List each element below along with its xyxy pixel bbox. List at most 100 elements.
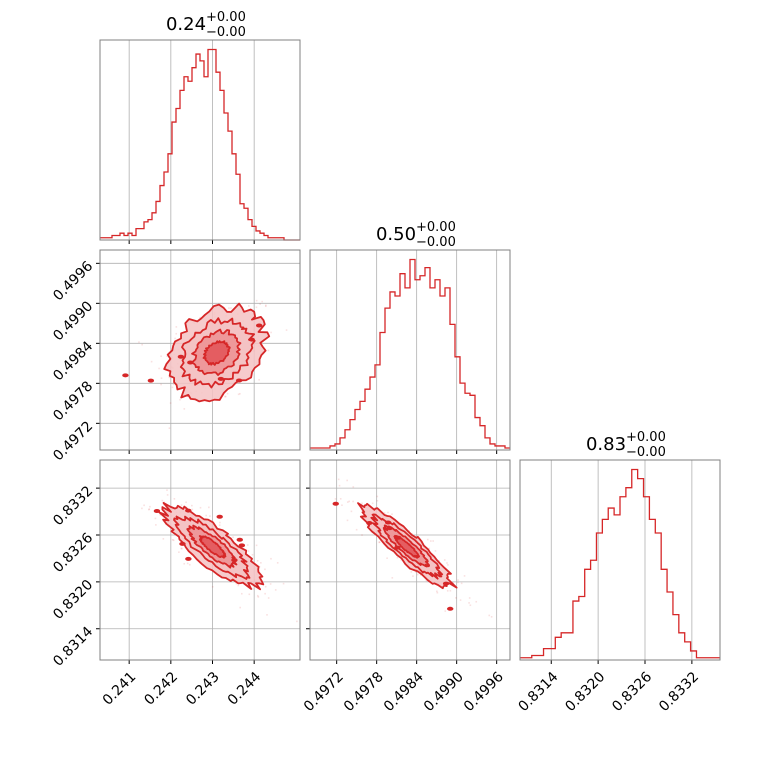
sample-point xyxy=(205,514,207,517)
sample-point xyxy=(436,591,439,594)
y-tick-label: 0.4990 xyxy=(50,298,96,344)
sample-point xyxy=(410,571,413,573)
sample-point xyxy=(255,299,258,302)
sample-point xyxy=(469,604,472,607)
x-tick-label: 0.4978 xyxy=(341,669,387,715)
sample-point xyxy=(267,597,270,599)
sample-point xyxy=(361,502,363,505)
y-tick-label: 0.4978 xyxy=(50,378,96,424)
sample-point xyxy=(460,582,463,585)
contour-island xyxy=(185,508,192,513)
sample-point xyxy=(178,551,180,553)
sample-point xyxy=(378,541,381,543)
sample-point xyxy=(161,499,164,502)
histogram-title-upper: +0.00 xyxy=(626,430,666,445)
sample-point xyxy=(94,371,96,373)
scatter-panel-1: 0.241 0.242 0.243 0.244 0.83140.83200.83260.… xyxy=(50,459,301,709)
sample-point xyxy=(416,573,419,576)
sample-point xyxy=(183,562,186,565)
sample-point xyxy=(468,602,470,604)
histogram-frame xyxy=(99,39,301,241)
sample-point xyxy=(240,592,243,595)
sample-point xyxy=(228,307,230,309)
contour-island xyxy=(216,514,223,519)
sample-point xyxy=(264,305,267,308)
sample-point xyxy=(264,592,266,595)
sample-point xyxy=(449,589,452,592)
sample-point xyxy=(169,402,172,404)
sample-point xyxy=(188,563,191,566)
contour-island xyxy=(238,543,246,548)
x-tick-label: 0.4996 xyxy=(461,669,507,715)
sample-point xyxy=(173,498,176,500)
sample-point xyxy=(175,332,178,335)
sample-point xyxy=(237,584,240,587)
sample-point xyxy=(211,585,214,588)
x-tick-label: 0.8320 xyxy=(562,669,608,715)
sample-point xyxy=(412,575,414,577)
sample-point xyxy=(174,337,176,340)
sample-point xyxy=(443,559,446,561)
histogram-title-upper: +0.00 xyxy=(206,10,246,25)
sample-point xyxy=(282,582,285,585)
sample-point xyxy=(224,395,227,398)
sample-point xyxy=(341,504,343,507)
contour-island xyxy=(177,354,185,359)
sample-point xyxy=(361,534,363,536)
sample-point xyxy=(155,524,157,526)
sample-point xyxy=(230,307,232,309)
sample-point xyxy=(386,557,388,560)
scatter-content xyxy=(94,299,300,429)
histogram-frame xyxy=(519,459,721,661)
x-tick-label: 0.4984 xyxy=(381,669,427,715)
sample-point xyxy=(457,579,459,581)
sample-point xyxy=(259,303,261,305)
contour-island xyxy=(187,360,194,365)
sample-point xyxy=(371,502,374,505)
sample-point xyxy=(366,524,369,526)
sample-point xyxy=(400,559,402,561)
sample-point xyxy=(191,508,194,511)
sample-point xyxy=(267,349,270,352)
sample-point xyxy=(186,562,189,565)
sample-point xyxy=(438,559,440,562)
sample-point xyxy=(239,392,241,395)
sample-point xyxy=(350,510,353,513)
sample-point xyxy=(348,500,351,503)
sample-point xyxy=(270,331,272,334)
x-tick-label: 0.242 xyxy=(141,669,181,709)
sample-point xyxy=(261,300,263,303)
y-tick-label: 0.4972 xyxy=(50,418,96,464)
sample-point xyxy=(490,616,493,618)
sample-point xyxy=(258,565,261,568)
sample-point xyxy=(387,511,389,514)
sample-point xyxy=(141,343,143,346)
sample-point xyxy=(258,378,260,381)
sample-point xyxy=(208,506,210,509)
sample-point xyxy=(266,614,268,616)
sample-point xyxy=(150,360,153,363)
x-tick-label: 0.241 xyxy=(100,669,140,709)
sample-point xyxy=(411,532,413,535)
sample-point xyxy=(415,571,417,573)
sample-point xyxy=(168,376,171,379)
histogram-panel-2: 0.8314 0.8320 0.8326 0.8332 0.83 +0.00−0.00 xyxy=(516,430,721,715)
sample-point xyxy=(255,306,258,309)
sample-point xyxy=(149,505,151,508)
sample-point xyxy=(148,508,151,510)
histogram-title-lower: −0.00 xyxy=(626,445,666,460)
sample-point xyxy=(468,597,471,599)
sample-point xyxy=(251,553,254,556)
contour-island xyxy=(217,376,225,381)
sample-point xyxy=(296,620,298,623)
sample-point xyxy=(346,501,349,503)
contour-island xyxy=(231,558,238,563)
x-tick-label: 0.8314 xyxy=(516,669,562,715)
sample-point xyxy=(168,427,171,429)
contour-island xyxy=(235,378,243,383)
x-tick-label: 0.8326 xyxy=(609,669,655,715)
histogram-frame xyxy=(309,249,511,451)
